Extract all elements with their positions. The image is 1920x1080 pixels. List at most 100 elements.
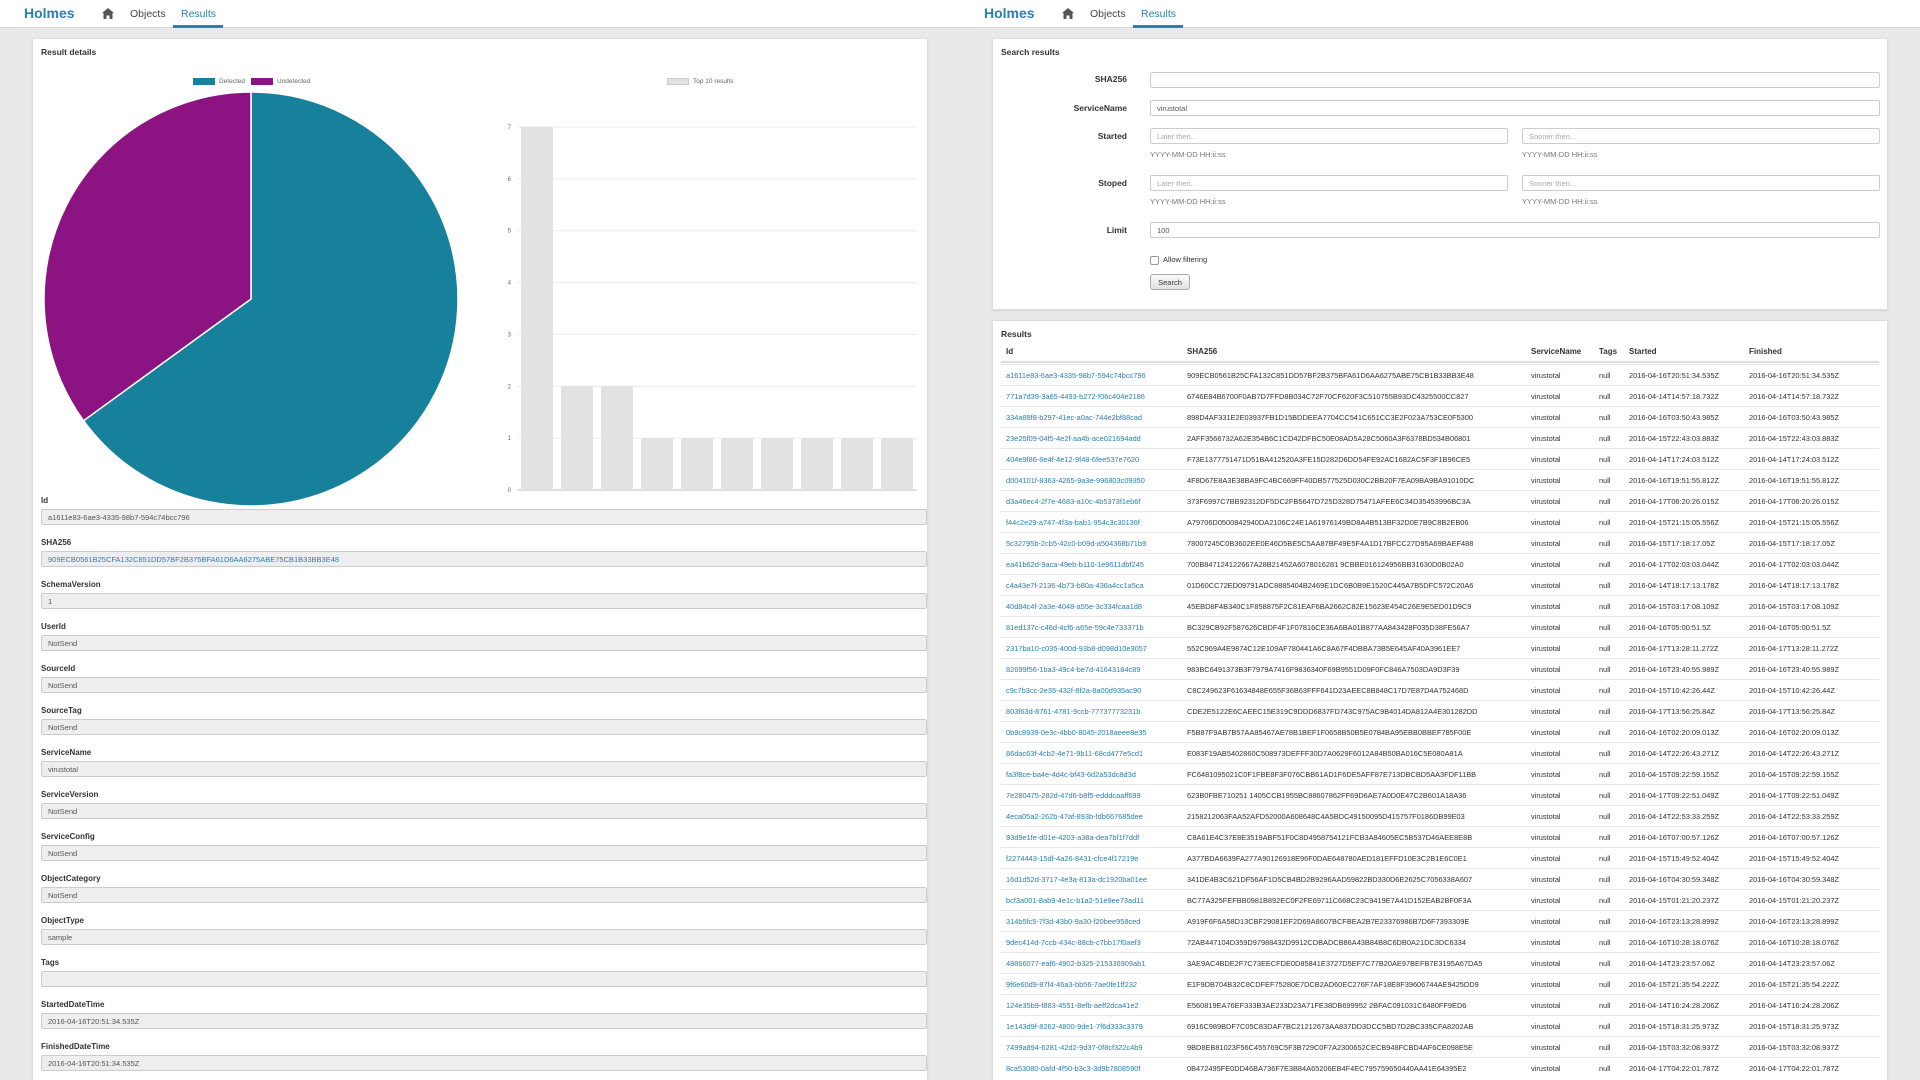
cell-id[interactable]: 93d9e1fe-d01e-4203-a38a-dea7bf1f7ddf <box>1006 833 1140 842</box>
col-header-finished[interactable]: Finished <box>1749 347 1782 356</box>
cell-finished: 2016-04-16T03:50:43.985Z <box>1749 413 1839 422</box>
brand-logo[interactable]: Holmes <box>984 5 1035 21</box>
bar <box>561 386 593 490</box>
col-header-sha256[interactable]: SHA256 <box>1187 347 1218 356</box>
cell-id[interactable]: 81ed137c-c46d-4cf6-a65e-59c4e733371b <box>1006 623 1144 632</box>
cell-id[interactable]: ea41b62d-9aca-49eb-b110-1e9611dbf245 <box>1006 560 1144 569</box>
cell-servicename: virustotal <box>1531 791 1561 800</box>
cell-id[interactable]: 86dac63f-4cb2-4e71-9b11-68cd477e5cd1 <box>1006 749 1144 758</box>
cell-started: 2016-04-14T18:17:13.178Z <box>1629 581 1719 590</box>
cell-id[interactable]: f2274443-15df-4a26-8431-cfce4f17219e <box>1006 854 1139 863</box>
cell-started: 2016-04-15T01:21:20.237Z <box>1629 896 1719 905</box>
cell-sha256: 700B847124122667A28B21452A6078016281 9CB… <box>1187 560 1464 569</box>
table-header-border <box>1001 361 1879 363</box>
col-header-started[interactable]: Started <box>1629 347 1657 356</box>
stoped-sooner-input[interactable]: Sooner then... <box>1522 175 1880 191</box>
cell-tags: null <box>1599 917 1611 926</box>
cell-finished: 2016-04-15T03:32:08.937Z <box>1749 1043 1839 1052</box>
cell-id[interactable]: 23e25f09-04f5-4e2f-aa4b-ace021694add <box>1006 434 1141 443</box>
cell-finished: 2016-04-17T02:03:03.044Z <box>1749 560 1839 569</box>
table-row: fa3f8ce-ba4e-4d4c-bf43-6d2a53dc8d3d FC648… <box>1001 763 1879 784</box>
cell-started: 2016-04-17T13:28:11.272Z <box>1629 644 1719 653</box>
cell-started: 2016-04-15T15:49:52.404Z <box>1629 854 1719 863</box>
cell-id[interactable]: d3a46ec4-2f7e-4683-a10c-4b5373f1eb6f <box>1006 497 1141 506</box>
cell-sha256: 6746E84B6700F0AB7D7FFD8B034C72F70CF620F3… <box>1187 392 1469 401</box>
cell-id[interactable]: 0b9c8939-0e3c-4bb0-8045-2018aeee8e35 <box>1006 728 1147 737</box>
col-header-servicename[interactable]: ServiceName <box>1531 347 1582 356</box>
bar <box>521 127 553 490</box>
cell-finished: 2016-04-15T01:21:20.237Z <box>1749 896 1839 905</box>
allow-filtering-checkbox[interactable] <box>1150 256 1159 265</box>
home-icon[interactable] <box>1062 8 1074 19</box>
table-row: 771a7d39-3a65-4493-b272-f06c404e2186 6746… <box>1001 385 1879 406</box>
cell-servicename: virustotal <box>1531 560 1561 569</box>
cell-id[interactable]: 124e35b9-f883-4551-8efb-aeff2dca41e2 <box>1006 1001 1139 1010</box>
cell-id[interactable]: 334a88f8-b297-41ec-a0ac-744e2bf88cad <box>1006 413 1143 422</box>
cell-id[interactable]: 314b5fc5-7f3d-43b0-9a30-f20bee958ced <box>1006 917 1141 926</box>
col-header-id[interactable]: Id <box>1006 347 1014 356</box>
nav-results[interactable]: Results <box>1141 8 1177 20</box>
cell-id[interactable]: 48866077-eaf6-4902-b325-215336909ab1 <box>1006 959 1146 968</box>
cell-finished: 2016-04-16T10:28:18.076Z <box>1749 938 1839 947</box>
field-value[interactable]: 909ECB0561B25CFA132C851DD57BF2B375BFA61D… <box>41 551 927 567</box>
cell-id[interactable]: 404e9f86-8e4f-4e12-9f48-6fee537e7620 <box>1006 455 1140 464</box>
y-tick-label: 2 <box>508 384 512 390</box>
cell-sha256: A79706D0500842940DA2106C24E1A61976149BD8… <box>1187 518 1469 527</box>
cell-id[interactable]: 2317ba10-c035-400d-93b8-d098d10e3057 <box>1006 644 1147 653</box>
pie-chart <box>43 91 459 507</box>
cell-sha256: 898D4AF331E2E03937FB1D15BDDEEA7704CC541C… <box>1187 413 1473 422</box>
pie-slice-detected <box>82 91 459 507</box>
col-header-tags[interactable]: Tags <box>1599 347 1618 356</box>
nav-objects[interactable]: Objects <box>1090 8 1126 20</box>
brand-logo[interactable]: Holmes <box>24 5 75 21</box>
stoped-label: Stoped <box>1098 178 1127 188</box>
cell-sha256: 45EBD8F4B340C1F858875F2C81EAF6BA2662C82E… <box>1187 602 1472 611</box>
cell-tags: null <box>1599 518 1611 527</box>
cell-id[interactable]: c4a43e7f-2136-4b73-b80a-436a4cc1a5ca <box>1006 581 1144 590</box>
cell-id[interactable]: 40d84c4f-2a3e-4048-a55e-3c334fcaa1d8 <box>1006 602 1143 611</box>
table-row: 81ed137c-c46d-4cf6-a65e-59c4e733371b BC32… <box>1001 616 1879 637</box>
cell-id[interactable]: 7e280475-282d-47d6-b8f5-edddcaaff699 <box>1006 791 1141 800</box>
table-row: 7499a894-6281-42d2-9d37-0f8cf322c4b9 9BD8… <box>1001 1036 1879 1057</box>
started-later-input[interactable]: Later then... <box>1150 128 1508 144</box>
nav-results[interactable]: Results <box>181 8 217 20</box>
cell-servicename: virustotal <box>1531 875 1561 884</box>
cell-servicename: virustotal <box>1531 1064 1561 1073</box>
cell-id[interactable]: 9dec414d-7ccb-434c-88cb-c7bb17f0aef3 <box>1006 938 1141 947</box>
cell-id[interactable]: fa3f8ce-ba4e-4d4c-bf43-6d2a53dc8d3d <box>1006 770 1136 779</box>
cell-id[interactable]: f44c2e29-a747-4f3a-bab1-954c3c30136f <box>1006 518 1140 527</box>
limit-input[interactable]: 100 <box>1150 222 1880 238</box>
cell-id[interactable]: bcf3a001-8ab9-4e1c-b1a2-51e9ee73ad11 <box>1006 896 1144 905</box>
started-sooner-input[interactable]: Sooner then... <box>1522 128 1880 144</box>
cell-finished: 2016-04-16T02:20:09.013Z <box>1749 728 1839 737</box>
search-button[interactable]: Search <box>1150 274 1190 290</box>
cell-id[interactable]: 1e143d9f-8262-4800-9de1-7f6d333c3379 <box>1006 1022 1143 1031</box>
cell-started: 2016-04-14T16:24:28.206Z <box>1629 1001 1719 1010</box>
y-tick-label: 1 <box>508 436 512 442</box>
cell-id[interactable]: d004101f-8363-4265-9a3e-996803c09350 <box>1006 476 1145 485</box>
service-name-input[interactable]: virustotal <box>1150 100 1880 116</box>
cell-id[interactable]: a1611e83-6ae3-4335-98b7-594c74bcc796 <box>1006 371 1146 380</box>
sha256-input[interactable] <box>1150 72 1880 88</box>
cell-id[interactable]: 16d1d52d-3717-4e3a-813a-dc1920ba01ee <box>1006 875 1147 884</box>
cell-id[interactable]: 5c32795b-2cb5-42c0-b09d-a504368b71b9 <box>1006 539 1147 548</box>
cell-id[interactable]: 9f6e60d9-87f4-46a3-bb56-7ae0fe1ff232 <box>1006 980 1137 989</box>
cell-id[interactable]: 8ca53080-0afd-4f50-b3c3-3d9b7808590f <box>1006 1064 1141 1073</box>
cell-finished: 2016-04-17T13:28:11.272Z <box>1749 644 1839 653</box>
cell-id[interactable]: c9c7b3cc-2e35-432f-8f2a-8a00d935ac90 <box>1006 686 1142 695</box>
bar <box>721 438 753 490</box>
cell-id[interactable]: 771a7d39-3a65-4493-b272-f06c404e2186 <box>1006 392 1145 401</box>
home-icon[interactable] <box>102 8 114 19</box>
cell-id[interactable]: 4eca05a2-262b-47af-893b-fdb667685dee <box>1006 812 1143 821</box>
nav-active-indicator <box>1133 25 1183 28</box>
nav-objects[interactable]: Objects <box>130 8 166 20</box>
cell-started: 2016-04-16T07:00:57.126Z <box>1629 833 1719 842</box>
cell-id[interactable]: 7499a894-6281-42d2-9d37-0f8cf322c4b9 <box>1006 1043 1143 1052</box>
cell-tags: null <box>1599 875 1611 884</box>
cell-tags: null <box>1599 938 1611 947</box>
table-row: 86dac63f-4cb2-4e71-9b11-68cd477e5cd1 E083… <box>1001 742 1879 763</box>
cell-id[interactable]: 82699f56-1ba3-49c4-be7d-41643184c89 <box>1006 665 1141 674</box>
cell-id[interactable]: 803f63d-8761-4781-9ccb-77737773231b <box>1006 707 1141 716</box>
stoped-later-input[interactable]: Later then... <box>1150 175 1508 191</box>
left-pane: Holmes Objects Results Result details De… <box>0 0 960 1080</box>
